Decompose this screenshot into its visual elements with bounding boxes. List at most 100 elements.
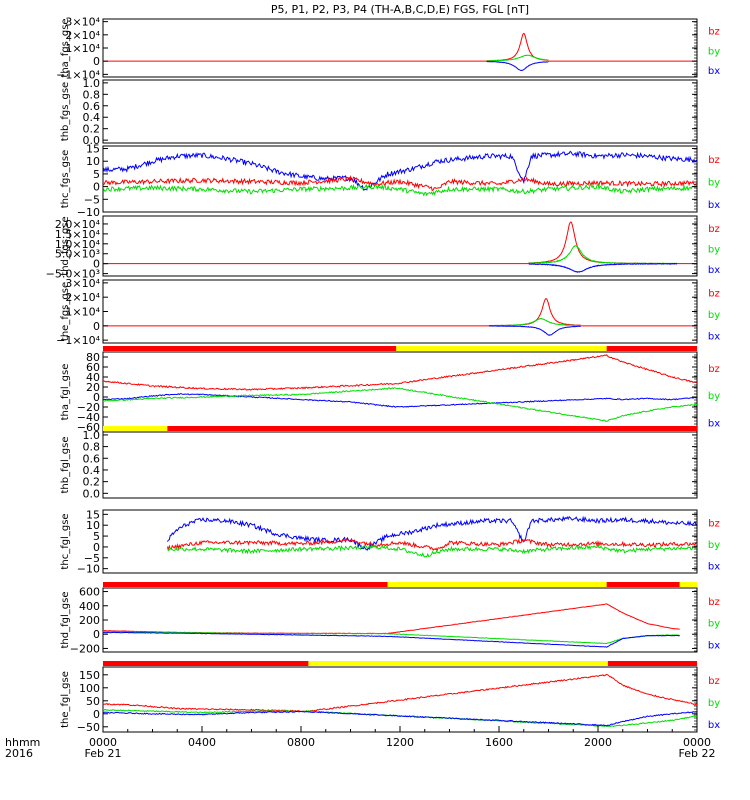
y-tick-label: 150 <box>79 669 100 682</box>
mode-bar-segment <box>103 346 397 351</box>
y-tick-label: 0 <box>93 541 100 554</box>
legend-by: by <box>708 310 720 321</box>
legend-by: by <box>708 46 720 57</box>
legend-bx: bx <box>708 561 720 572</box>
y-tick-label: 3×10⁴ <box>65 277 100 290</box>
y-axis-label: thd_fgs_gse <box>60 216 71 275</box>
panel-series <box>103 298 697 336</box>
legend-by: by <box>708 391 720 402</box>
y-tick-label: −10 <box>77 206 100 219</box>
panel-frame <box>102 279 698 344</box>
y-tick-label: 1.5×10⁴ <box>55 228 101 241</box>
x-tick-label: 0000 <box>683 736 711 749</box>
y-axis-label: thb_fgs_gse <box>60 82 71 141</box>
legend-by: by <box>708 244 720 255</box>
y-tick-label: −20 <box>77 401 100 414</box>
panel-frame <box>102 18 698 78</box>
legend-bz: bz <box>708 597 720 608</box>
panel-frame <box>102 79 698 144</box>
series-bx <box>528 262 678 273</box>
series-by <box>103 708 697 728</box>
y-tick-label: −40 <box>77 411 100 424</box>
series-bx <box>488 325 581 336</box>
series-by <box>103 183 697 197</box>
panel-frame <box>102 509 698 574</box>
y-tick-label: 0.8 <box>83 88 101 101</box>
y-tick-label: 40 <box>86 371 100 384</box>
y-tick-label: 1×10⁴ <box>65 306 100 319</box>
y-tick-label: −1×10⁴ <box>56 68 100 81</box>
y-tick-label: −5 <box>84 193 100 206</box>
x-tick-label: 1200 <box>386 736 414 749</box>
panel-series <box>103 673 697 728</box>
y-tick-label: 0.6 <box>83 100 101 113</box>
y-tick-label: 15 <box>86 143 100 156</box>
legend-bx: bx <box>708 640 720 651</box>
y-tick-label: −50 <box>77 721 100 734</box>
y-tick-label: 2×10⁴ <box>65 29 100 42</box>
y-tick-label: 80 <box>86 351 100 364</box>
legend-bx: bx <box>708 418 720 429</box>
y-tick-label: −1×10⁴ <box>56 334 100 347</box>
series-bz <box>103 603 680 635</box>
y-tick-label: 20 <box>86 381 100 394</box>
legend-by: by <box>708 540 720 551</box>
y-tick-label: 1.0 <box>83 429 101 442</box>
y-tick-label: 0.4 <box>83 111 101 124</box>
panel-series <box>166 515 697 558</box>
series-bx <box>103 710 697 727</box>
legend-bx: bx <box>708 265 720 276</box>
x-tick-date-label: Feb 22 <box>679 747 716 760</box>
series-bz <box>528 221 678 265</box>
y-tick-label: 15 <box>86 508 100 521</box>
series-by <box>166 543 697 558</box>
y-tick-label: −5.0×10³ <box>46 268 100 281</box>
series-bx <box>166 515 697 551</box>
y-axis-label: thb_fgl_gse <box>60 437 71 494</box>
panel-series <box>103 603 680 648</box>
panel-series <box>103 354 697 422</box>
y-tick-label: 100 <box>79 682 100 695</box>
mode-bar-segment <box>103 426 168 431</box>
y-tick-label: 0 <box>93 181 100 194</box>
y-tick-label: 0.4 <box>83 464 101 477</box>
series-bx <box>103 631 680 648</box>
mode-bar-segment <box>387 582 607 587</box>
legend-bz: bz <box>708 224 720 235</box>
y-axis-label: thd_fgl_gse <box>60 592 71 649</box>
y-tick-label: 0.8 <box>83 441 101 454</box>
y-tick-label: 0.2 <box>83 123 101 136</box>
y-tick-label: 2.0×10⁴ <box>55 218 101 231</box>
x-axis-corner-label: hhmm <box>5 736 40 749</box>
y-axis-label: thc_fgs_gse <box>60 150 71 209</box>
panel-frame <box>102 351 698 433</box>
y-axis-label: the_fgl_gse <box>60 671 71 728</box>
legend-bz: bz <box>708 519 720 530</box>
mode-bar-segment <box>103 582 388 587</box>
series-bx <box>103 150 697 191</box>
legend-bz: bz <box>708 27 720 38</box>
x-axis-corner-sublabel: 2016 <box>5 747 33 760</box>
legend-bx: bx <box>708 66 720 77</box>
y-tick-label: −60 <box>77 421 100 434</box>
series-bz <box>103 673 697 713</box>
legend-bz: bz <box>708 364 720 375</box>
x-tick-date-label: Feb 21 <box>85 747 122 760</box>
y-axis-label: tha_fgs_gse <box>60 18 71 77</box>
series-bz <box>103 174 697 192</box>
panel-thb_fgs_gse: 1.00.80.60.40.20.0 thb_fgs_gse <box>60 77 698 147</box>
y-tick-label: 50 <box>86 695 100 708</box>
y-tick-label: 400 <box>79 600 100 613</box>
figure-title: P5, P1, P2, P3, P4 (TH-A,B,C,D,E) FGS, F… <box>271 3 529 16</box>
panel-thd_fgs_gse: 2.0×10⁴1.5×10⁴1.0×10⁴5.0×10³0−5.0×10³thd… <box>46 215 720 281</box>
y-axis-label: thc_fgl_gse <box>60 513 71 569</box>
y-tick-label: 0 <box>93 391 100 404</box>
y-tick-label: 1.0 <box>83 77 101 90</box>
